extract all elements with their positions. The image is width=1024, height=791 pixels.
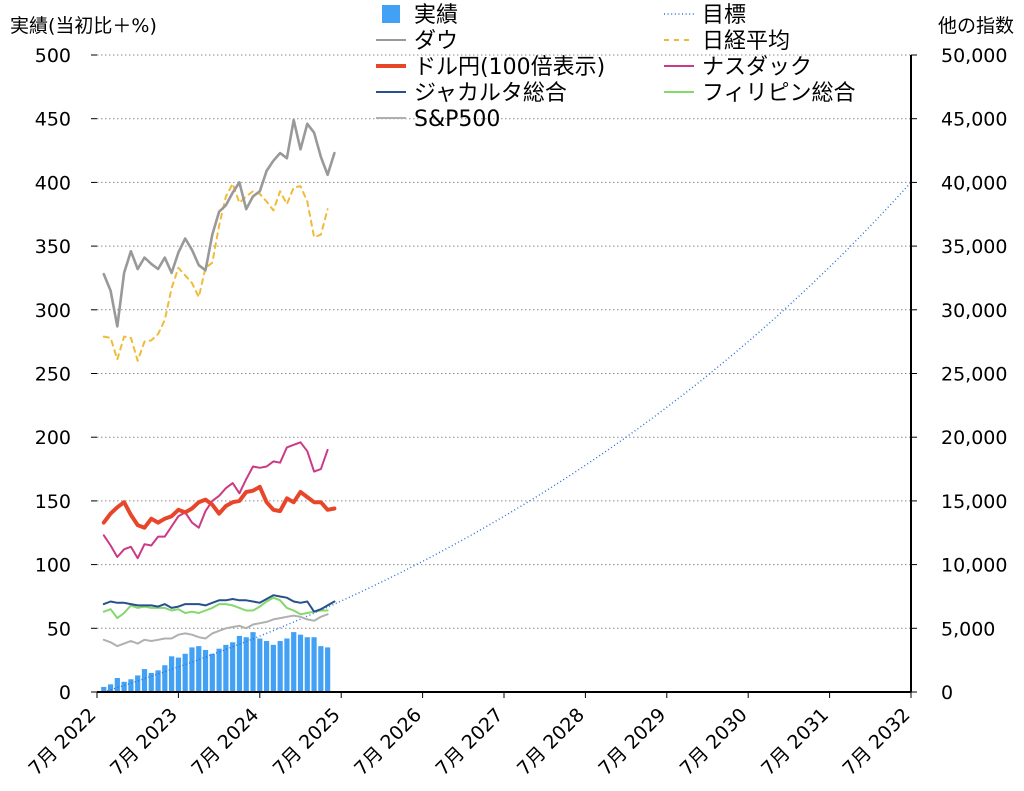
bar-jisseki [182, 653, 188, 692]
y-left-tick-label: 450 [35, 109, 71, 131]
y-left-tick-label: 0 [59, 682, 71, 704]
y-left-tick-label: 200 [35, 427, 71, 449]
x-tick-label: 7月 2027 [432, 704, 508, 780]
bar-jisseki [284, 638, 290, 692]
line-jakarta [102, 594, 336, 613]
x-tick-label: 7月 2025 [269, 704, 345, 780]
y-right-tick-label: 45,000 [941, 109, 1007, 131]
legend-label-usdjpy: ドル円(100倍表示) [414, 55, 605, 80]
legend-label-jisseki: 実績 [414, 3, 458, 28]
x-tick-label: 7月 2026 [350, 704, 426, 780]
line-nikkei [102, 182, 329, 362]
bar-jisseki [291, 632, 297, 692]
y-right-tick-label: 20,000 [941, 427, 1007, 449]
legend-label-dow: ダウ [414, 29, 458, 54]
bar-jisseki [311, 637, 317, 692]
legend-label-nikkei: 日経平均 [702, 29, 790, 54]
bar-series-jisseki [101, 632, 331, 692]
bar-jisseki [162, 665, 168, 692]
legend-label-target: 目標 [702, 3, 746, 28]
bar-jisseki [155, 670, 161, 692]
bar-jisseki [318, 646, 324, 692]
bar-jisseki [196, 646, 202, 692]
bar-jisseki [189, 647, 195, 692]
legend-label-jakarta: ジャカルタ総合 [414, 81, 567, 106]
y-left-tick-label: 250 [35, 364, 71, 386]
bar-jisseki [107, 684, 114, 692]
line-series [101, 118, 912, 693]
bar-jisseki [202, 649, 209, 692]
line-philippines [102, 596, 329, 620]
y-left-tick-label: 400 [35, 172, 71, 194]
y-right-tick-label: 0 [941, 682, 953, 704]
y-right-tick-label: 10,000 [941, 555, 1007, 577]
y-left-tick-label: 50 [47, 618, 71, 640]
y-right-tick-label: 40,000 [941, 172, 1007, 194]
line-usdjpy [101, 484, 337, 530]
y-right-tick-label: 15,000 [941, 491, 1007, 513]
x-tick-label: 7月 2023 [106, 704, 182, 780]
bar-jisseki [263, 641, 270, 692]
x-tick-label: 7月 2032 [839, 704, 915, 780]
y-right-tick-label: 30,000 [941, 300, 1007, 322]
gridlines [97, 54, 911, 629]
bar-jisseki [148, 672, 154, 692]
y-left-tick-label: 100 [35, 555, 71, 577]
line-dow [102, 118, 336, 328]
bar-jisseki [250, 632, 256, 692]
y-right-tick-label: 35,000 [941, 236, 1007, 258]
legend-label-nasdaq: ナスダック [702, 55, 812, 80]
x-tick-label: 7月 2029 [594, 704, 670, 780]
bar-jisseki [175, 657, 181, 692]
y-right-tick-label: 5,000 [941, 618, 995, 640]
bar-jisseki [236, 635, 243, 692]
y-left-tick-label: 350 [35, 236, 71, 258]
y-axis-right-label: 他の指数 [938, 15, 1014, 37]
bar-jisseki [297, 634, 304, 692]
bar-jisseki [230, 642, 236, 692]
bar-jisseki [277, 641, 283, 692]
x-tick-label: 7月 2024 [187, 704, 263, 780]
bar-jisseki [135, 675, 141, 692]
y-left-tick-label: 300 [35, 300, 71, 322]
y-right-tick-label: 25,000 [941, 364, 1007, 386]
bar-jisseki [257, 638, 263, 692]
y-right-tick-label: 50,000 [941, 45, 1007, 67]
y-left-tick-label: 500 [35, 45, 71, 67]
bar-jisseki [114, 677, 120, 692]
bar-jisseki [270, 644, 276, 692]
bar-jisseki [121, 681, 127, 692]
legend-label-philippines: フィリピン総合 [702, 81, 856, 106]
bar-jisseki [216, 648, 222, 692]
bar-jisseki [101, 686, 107, 692]
bar-jisseki [304, 637, 310, 692]
line-nasdaq [102, 441, 329, 560]
x-tick-label: 7月 2028 [513, 704, 589, 780]
y-axis-left-label: 実績(当初比＋%) [10, 15, 157, 37]
bar-jisseki [169, 656, 175, 692]
bar-jisseki [209, 653, 215, 692]
bar-jisseki [223, 644, 229, 692]
bar-jisseki [243, 637, 249, 692]
line-sp500 [102, 613, 329, 648]
bar-jisseki [325, 647, 331, 692]
y-left-tick-label: 150 [35, 491, 71, 513]
legend-swatch-jisseki [382, 5, 400, 23]
x-tick-label: 7月 2022 [25, 704, 101, 780]
legend-label-sp500: S&P500 [414, 107, 500, 132]
x-tick-label: 7月 2030 [676, 704, 752, 780]
bar-jisseki [128, 679, 134, 692]
x-tick-label: 7月 2031 [757, 704, 833, 780]
bar-jisseki [141, 669, 148, 692]
